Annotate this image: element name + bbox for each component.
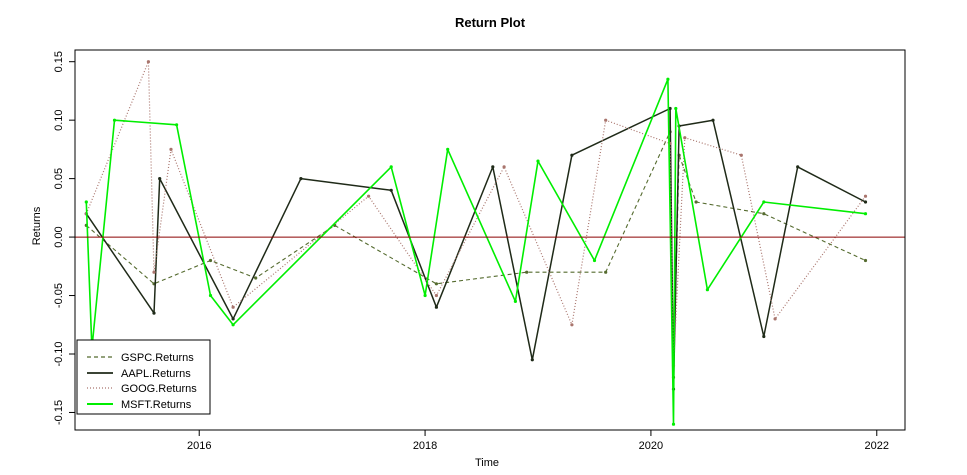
y-tick-label: -0.15 (53, 400, 65, 425)
data-point-gspc-returns (525, 270, 529, 274)
legend-label-goog: GOOG.Returns (121, 383, 197, 395)
x-tick-label: 2022 (865, 440, 889, 452)
x-axis-label: Time (475, 457, 499, 469)
data-point-gspc-returns (863, 258, 868, 263)
data-point-msft-returns (674, 106, 678, 111)
data-point-goog-returns (434, 293, 438, 298)
data-point-msft-returns (231, 323, 235, 327)
legend-label-aapl: AAPL.Returns (121, 368, 191, 380)
data-point-goog-returns (570, 323, 574, 327)
y-tick-label: 0.00 (53, 226, 65, 247)
data-point-goog-returns (152, 270, 156, 274)
data-point-msft-returns (536, 159, 540, 163)
data-point-aapl-returns (152, 311, 156, 315)
series-line-gspc-returns (85, 131, 866, 378)
data-point-goog-returns (604, 118, 608, 122)
data-point-msft-returns (175, 123, 179, 127)
data-point-gspc-returns (434, 282, 438, 286)
data-point-goog-returns (367, 194, 371, 198)
x-tick-label: 2016 (187, 440, 211, 452)
y-tick-label: 0.10 (53, 109, 65, 130)
data-point-aapl-returns (389, 188, 393, 192)
data-point-aapl-returns (668, 106, 672, 111)
data-point-msft-returns (112, 118, 117, 122)
data-point-goog-returns (773, 317, 777, 321)
data-point-gspc-returns (254, 276, 258, 280)
data-point-goog-returns (169, 147, 173, 151)
data-point-msft-returns (423, 293, 427, 298)
y-tick-label: 0.05 (53, 168, 65, 189)
data-point-aapl-returns (158, 177, 162, 181)
data-point-aapl-returns (863, 200, 868, 204)
data-point-aapl-returns (299, 177, 303, 181)
plot-frame (74, 49, 906, 431)
data-point-gspc-returns (694, 200, 698, 204)
data-point-msft-returns (513, 299, 518, 303)
data-point-msft-returns (705, 288, 710, 292)
data-point-aapl-returns (762, 334, 766, 339)
data-point-msft-returns (84, 200, 88, 204)
y-axis-label: Returns (31, 206, 43, 245)
data-point-msft-returns (446, 147, 450, 151)
data-point-msft-returns (863, 212, 868, 216)
y-tick-label: -0.10 (53, 341, 65, 366)
data-point-goog-returns (231, 305, 235, 309)
series-line-msft-returns (85, 78, 866, 426)
data-point-gspc-returns (762, 212, 766, 216)
chart-title: Return Plot (455, 15, 526, 30)
data-point-aapl-returns (491, 165, 495, 169)
x-axis: 2016 2018 2020 2022 (187, 429, 889, 452)
data-point-goog-returns (683, 136, 687, 140)
data-point-aapl-returns (570, 153, 574, 157)
x-tick-label: 2020 (639, 440, 663, 452)
data-point-aapl-returns (434, 305, 438, 309)
y-axis: -0.15 -0.10 -0.05 0.00 0.05 0.10 0.15 (53, 51, 76, 425)
data-point-gspc-returns (208, 258, 213, 263)
x-tick-label: 2018 (413, 440, 437, 452)
data-point-msft-returns (592, 258, 597, 263)
data-point-aapl-returns (796, 165, 800, 169)
y-tick-label: 0.15 (53, 51, 65, 72)
data-point-aapl-returns (530, 358, 534, 362)
data-point-goog-returns (502, 165, 506, 169)
data-point-msft-returns (671, 422, 676, 426)
data-point-gspc-returns (604, 270, 608, 274)
data-point-goog-returns (146, 60, 150, 64)
data-point-goog-returns (863, 194, 868, 198)
legend: GSPC.Returns AAPL.Returns GOOG.Returns M… (76, 339, 211, 415)
legend-box (76, 339, 211, 415)
data-point-msft-returns (666, 77, 670, 81)
data-point-msft-returns (762, 200, 766, 204)
data-point-aapl-returns (231, 317, 235, 321)
series-line-goog-returns (85, 61, 866, 367)
data-point-aapl-returns (711, 118, 715, 122)
series-layer (84, 60, 868, 426)
data-point-msft-returns (208, 293, 213, 298)
y-tick-label: -0.05 (53, 283, 65, 308)
legend-label-gspc: GSPC.Returns (121, 352, 194, 364)
legend-label-msft: MSFT.Returns (121, 399, 192, 411)
data-point-goog-returns (739, 153, 743, 157)
data-point-msft-returns (389, 165, 393, 169)
